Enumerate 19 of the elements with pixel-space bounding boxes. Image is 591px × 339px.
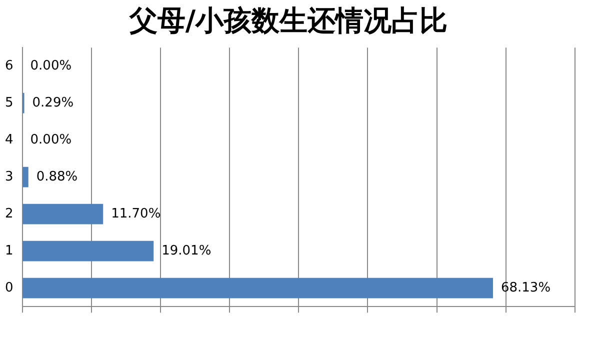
chart-title: 父母/小孩数生还情况占比 bbox=[128, 4, 448, 38]
data-label: 68.13% bbox=[500, 280, 551, 296]
y-tick-label: 4 bbox=[4, 132, 14, 148]
bar bbox=[22, 278, 493, 298]
data-label: 0.00% bbox=[30, 132, 72, 148]
data-label: 19.01% bbox=[162, 243, 212, 258]
data-label: 11.70% bbox=[111, 206, 161, 222]
data-label: 0.00% bbox=[30, 58, 72, 74]
data-label: 0.29% bbox=[32, 95, 74, 110]
y-tick-label: 5 bbox=[4, 95, 14, 110]
y-tick-label: 3 bbox=[4, 169, 14, 184]
bar bbox=[22, 240, 154, 262]
y-tick-label: 0 bbox=[4, 280, 14, 296]
y-tick-label: 1 bbox=[4, 243, 14, 258]
y-tick-label: 6 bbox=[4, 58, 14, 74]
bar bbox=[22, 166, 28, 188]
bar bbox=[22, 204, 104, 224]
data-label: 0.88% bbox=[36, 169, 78, 184]
y-tick-label: 2 bbox=[4, 206, 14, 222]
